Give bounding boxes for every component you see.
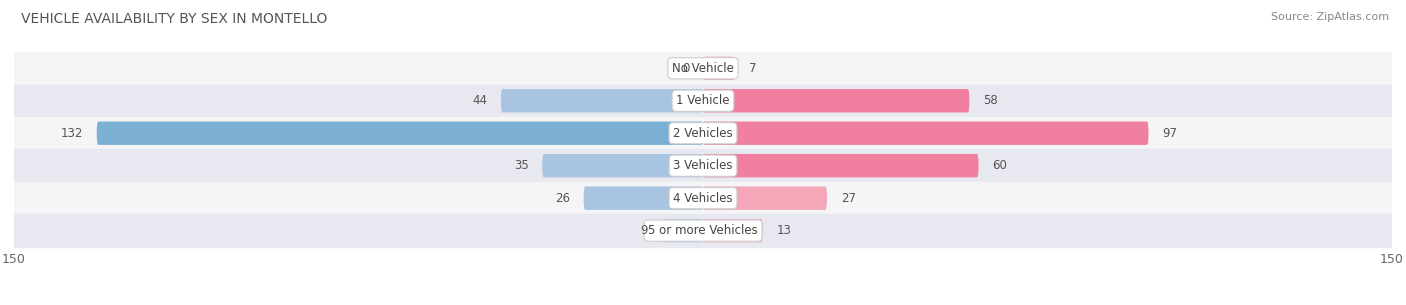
Bar — [14, 117, 1392, 149]
FancyBboxPatch shape — [501, 89, 703, 113]
FancyBboxPatch shape — [703, 121, 1149, 145]
Text: 44: 44 — [472, 94, 486, 107]
Text: 26: 26 — [555, 192, 569, 205]
Text: 27: 27 — [841, 192, 856, 205]
FancyBboxPatch shape — [703, 57, 735, 80]
Text: 97: 97 — [1163, 127, 1177, 140]
Text: 0: 0 — [682, 62, 689, 75]
Text: 60: 60 — [993, 159, 1007, 172]
Text: 58: 58 — [983, 94, 998, 107]
Text: 35: 35 — [513, 159, 529, 172]
FancyBboxPatch shape — [703, 219, 762, 242]
FancyBboxPatch shape — [703, 186, 827, 210]
FancyBboxPatch shape — [583, 186, 703, 210]
Text: 3 Vehicles: 3 Vehicles — [673, 159, 733, 172]
Text: 13: 13 — [776, 224, 792, 237]
Text: 2 Vehicles: 2 Vehicles — [673, 127, 733, 140]
FancyBboxPatch shape — [703, 89, 969, 113]
FancyBboxPatch shape — [543, 154, 703, 178]
Text: No Vehicle: No Vehicle — [672, 62, 734, 75]
Bar — [14, 182, 1392, 214]
FancyBboxPatch shape — [662, 219, 703, 242]
Text: 9: 9 — [640, 224, 648, 237]
Bar — [14, 214, 1392, 247]
Bar — [14, 84, 1392, 117]
Bar — [14, 52, 1392, 84]
FancyBboxPatch shape — [97, 121, 703, 145]
Text: 132: 132 — [60, 127, 83, 140]
Text: 7: 7 — [749, 62, 756, 75]
Text: 1 Vehicle: 1 Vehicle — [676, 94, 730, 107]
FancyBboxPatch shape — [703, 154, 979, 178]
Text: Source: ZipAtlas.com: Source: ZipAtlas.com — [1271, 12, 1389, 22]
Text: 5 or more Vehicles: 5 or more Vehicles — [648, 224, 758, 237]
Text: VEHICLE AVAILABILITY BY SEX IN MONTELLO: VEHICLE AVAILABILITY BY SEX IN MONTELLO — [21, 12, 328, 26]
Bar — [14, 149, 1392, 182]
Text: 4 Vehicles: 4 Vehicles — [673, 192, 733, 205]
